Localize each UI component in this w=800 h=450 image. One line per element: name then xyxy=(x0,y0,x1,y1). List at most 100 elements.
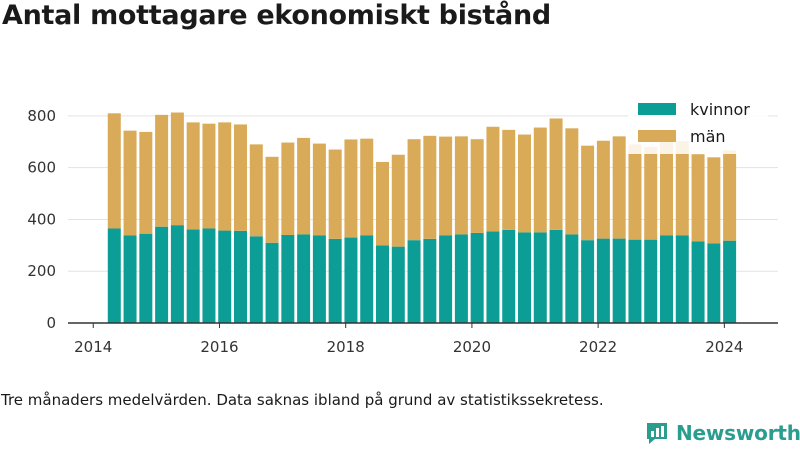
bar-kvinnor xyxy=(344,237,358,323)
brand-name: Newsworthy xyxy=(676,421,800,445)
bar-man xyxy=(344,139,358,238)
bar-kvinnor xyxy=(518,232,532,323)
bar-kvinnor xyxy=(644,239,658,323)
bar-man xyxy=(533,127,547,233)
x-tick-label: 2016 xyxy=(200,338,238,356)
bar-kvinnor xyxy=(407,240,421,323)
bar-man xyxy=(218,122,232,231)
bar-man xyxy=(486,126,500,232)
x-tick-label: 2020 xyxy=(453,338,491,356)
bars xyxy=(107,112,737,323)
bar-man xyxy=(439,136,453,236)
bar-man xyxy=(139,131,153,234)
legend: kvinnor män xyxy=(628,92,768,154)
bar-man xyxy=(612,136,626,239)
bar-man xyxy=(234,124,248,231)
bar-kvinnor xyxy=(423,238,437,323)
grid-lines xyxy=(68,115,778,272)
bar-kvinnor xyxy=(186,229,200,323)
bar-kvinnor xyxy=(202,228,216,323)
bar-kvinnor xyxy=(549,229,563,323)
x-tick-label: 2014 xyxy=(74,338,112,356)
bar-man xyxy=(328,149,342,239)
bar-man xyxy=(470,139,484,233)
bar-kvinnor xyxy=(218,230,232,323)
bar-kvinnor xyxy=(391,246,405,323)
bar-man xyxy=(596,140,610,239)
bar-kvinnor xyxy=(155,226,169,323)
bar-kvinnor xyxy=(470,232,484,323)
x-tick-label: 2018 xyxy=(327,338,365,356)
bar-kvinnor xyxy=(502,229,516,323)
y-tick-label: 800 xyxy=(27,107,56,125)
chart-title: Antal mottagare ekonomiskt bistånd xyxy=(2,0,551,31)
bar-kvinnor xyxy=(123,235,137,323)
bar-kvinnor xyxy=(675,235,689,323)
bar-man xyxy=(407,139,421,241)
bar-kvinnor xyxy=(265,242,279,323)
bar-man xyxy=(297,137,311,235)
bar-kvinnor xyxy=(723,240,737,323)
bar-kvinnor xyxy=(596,238,610,323)
bar-kvinnor xyxy=(249,236,263,323)
bar-man xyxy=(502,129,516,230)
legend-background xyxy=(628,92,768,154)
bar-man xyxy=(202,123,216,229)
newsworthy-logo-icon xyxy=(647,423,667,444)
bar-kvinnor xyxy=(439,235,453,323)
bar-kvinnor xyxy=(660,235,674,323)
bar-man xyxy=(660,141,674,236)
y-tick-label: 600 xyxy=(27,159,56,177)
bar-kvinnor xyxy=(328,238,342,323)
y-tick-label: 0 xyxy=(46,314,56,332)
bar-kvinnor xyxy=(691,241,705,323)
legend-swatch-kvinnor xyxy=(638,103,676,115)
bar-kvinnor xyxy=(170,225,184,323)
bar-man xyxy=(565,128,579,235)
bar-man xyxy=(360,138,374,236)
legend-label-kvinnor: kvinnor xyxy=(690,100,750,119)
bar-man xyxy=(376,161,390,246)
bar-man xyxy=(186,122,200,230)
bar-kvinnor xyxy=(234,230,248,323)
axes: 0 200 400 600 800 2014 2016 2018 2020 2022 2024 xyxy=(27,107,778,356)
bar-man xyxy=(707,157,721,244)
bar-kvinnor xyxy=(581,240,595,323)
bar-man xyxy=(249,144,263,237)
bar-man xyxy=(281,142,295,235)
bar-kvinnor xyxy=(707,243,721,323)
bar-kvinnor xyxy=(533,232,547,323)
legend-swatch-man xyxy=(638,130,676,142)
bar-man xyxy=(454,136,468,235)
bar-man xyxy=(155,114,169,227)
bar-kvinnor xyxy=(628,239,642,323)
bar-man xyxy=(675,141,689,236)
bar-kvinnor xyxy=(297,234,311,323)
legend-label-man: män xyxy=(690,127,726,146)
bar-kvinnor xyxy=(565,234,579,323)
chart-caption: Tre månaders medelvärden. Data saknas ib… xyxy=(1,391,604,409)
bar-man xyxy=(312,143,326,236)
bar-man xyxy=(423,135,437,239)
bar-man xyxy=(581,145,595,241)
bar-man xyxy=(723,150,737,241)
bar-man xyxy=(107,113,121,229)
bar-man xyxy=(391,154,405,247)
bar-man xyxy=(518,134,532,233)
bar-man xyxy=(549,118,563,230)
bar-kvinnor xyxy=(486,231,500,323)
bar-man xyxy=(123,130,137,236)
x-tick-label: 2022 xyxy=(579,338,617,356)
bar-man xyxy=(644,146,658,240)
x-tick-label: 2024 xyxy=(705,338,743,356)
bar-kvinnor xyxy=(454,234,468,323)
bar-man xyxy=(265,156,279,243)
bar-kvinnor xyxy=(360,235,374,323)
bar-kvinnor xyxy=(107,228,121,323)
bar-man xyxy=(170,112,184,226)
y-tick-label: 200 xyxy=(27,262,56,280)
bar-kvinnor xyxy=(139,233,153,323)
newsworthy-brand: Newsworthy xyxy=(644,420,800,446)
bar-man xyxy=(628,144,642,240)
